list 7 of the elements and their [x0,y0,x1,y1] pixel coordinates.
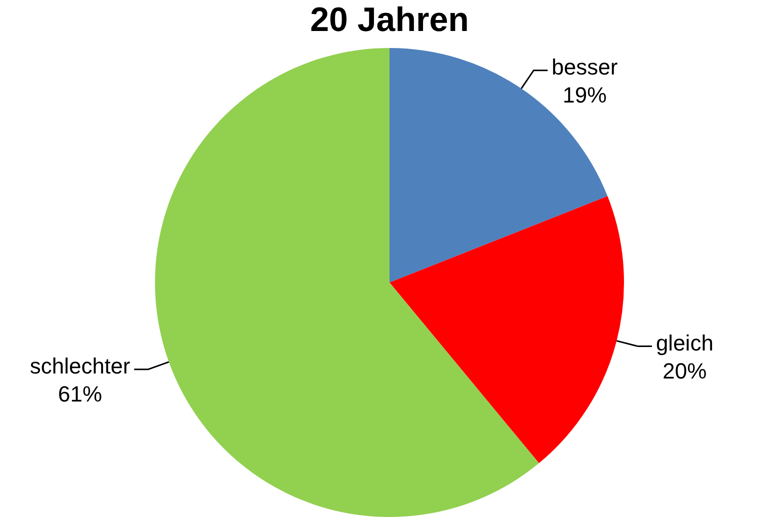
data-label: 19% [562,82,607,108]
slice-label: schlechter [30,353,130,378]
data-label: 61% [58,381,102,406]
slice-label: besser [552,54,618,80]
data-label: 20% [662,358,707,384]
slice-label: gleich [656,330,714,356]
chart-title: 20 Jahren [309,0,470,40]
